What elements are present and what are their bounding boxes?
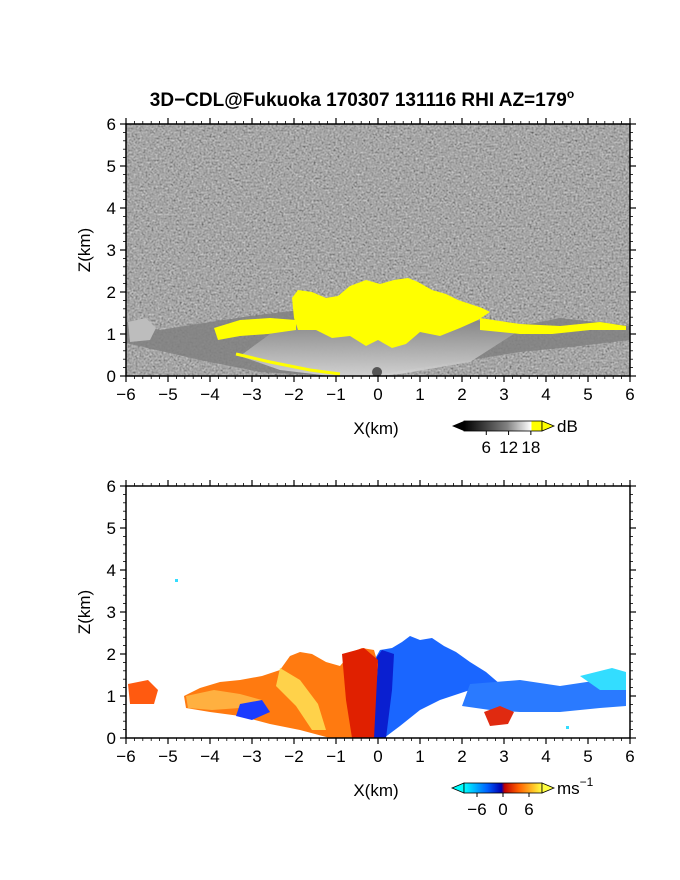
backscatter-ylabel: Z(km) [75,228,94,272]
velocity-blue-inclusion [236,700,270,720]
backscatter-xtick-label: −4 [200,385,219,404]
velocity-colorbar-tick-label: 0 [498,800,507,819]
velocity-far-right-echo [462,680,626,712]
velocity-left-blob [128,680,158,704]
backscatter-xtick-label: −6 [116,385,135,404]
backscatter-colorbar-left-arrow [452,421,464,431]
velocity-image [126,486,630,738]
velocity-speck-2 [566,726,569,729]
backscatter-ytick-label: 0 [107,367,116,386]
backscatter-ytick-label: 3 [107,241,116,260]
velocity-colorbar-right-arrow [541,782,556,794]
backscatter-colorbar: dB 6 12 18 [452,417,578,457]
backscatter-xlabel: X(km) [353,419,398,438]
backscatter-xtick-label: 6 [625,385,634,404]
strong-echo-left-arm [214,318,296,340]
backscatter-colorbar-label: dB [557,417,578,436]
backscatter-xtick-label: 2 [457,385,466,404]
backscatter-ytick-label: 1 [107,325,116,344]
velocity-ylabel: Z(km) [75,590,94,634]
velocity-xtick-label: −3 [242,747,261,766]
velocity-xtick-label: 5 [583,747,592,766]
velocity-ytick-label: 6 [107,477,116,496]
figure-title-main: 3D−CDL@Fukuoka 170307 131116 RHI AZ=179 [150,90,567,111]
backscatter-xtick-label: −3 [242,385,261,404]
velocity-ytick-label: 3 [107,603,116,622]
backscatter-colorbar-tick-label: 12 [499,438,518,457]
backscatter-colorbar-bar [463,420,543,432]
velocity-red-core [342,648,378,738]
velocity-speck [175,579,178,582]
velocity-colorbar-bar [463,782,543,794]
velocity-ytick-label: 4 [107,561,116,580]
velocity-yellow-streak [276,668,326,730]
velocity-colorbar-tick-label: −6 [467,800,486,819]
velocity-xtick-label: −1 [326,747,345,766]
velocity-red-patch-right [484,706,514,726]
backscatter-xtick-label: 1 [415,385,424,404]
velocity-colorbar-left-arrow [450,782,465,794]
backscatter-ytick-label: 4 [107,199,116,218]
backscatter-ytick-label: 5 [107,157,116,176]
radar-site [372,367,382,376]
backscatter-colorbar-right-arrow [541,420,556,432]
backscatter-xtick-label: −5 [158,385,177,404]
velocity-xtick-label: 6 [625,747,634,766]
backscatter-xtick-label: 5 [583,385,592,404]
velocity-xtick-label: −6 [116,747,135,766]
backscatter-xtick-label: 3 [499,385,508,404]
velocity-xtick-label: −4 [200,747,219,766]
velocity-ytick-label: 0 [107,729,116,748]
velocity-ytick-label: 2 [107,645,116,664]
strong-echo [292,278,490,348]
velocity-ytick-label: 5 [107,519,116,538]
backscatter-colorbar-tick-label: 6 [482,438,491,457]
velocity-xtick-label: 2 [457,747,466,766]
velocity-xtick-label: 1 [415,747,424,766]
backscatter-ytick-label: 2 [107,283,116,302]
backscatter-image [126,124,630,376]
figure-title-degree: o [567,87,574,101]
velocity-colorbar-label: ms−1 [557,775,594,798]
velocity-negative-region [366,636,500,738]
velocity-xtick-label: −5 [158,747,177,766]
backscatter-xtick-label: −2 [284,385,303,404]
backscatter-ytick-label: 6 [107,115,116,134]
velocity-colorbar: ms−1 −6 0 6 [450,775,594,819]
backscatter-axes: −6 −5 −4 −3 −2 −1 0 1 2 3 4 5 6 0 1 2 3 4 5 6 [107,115,636,404]
velocity-positive-region [184,648,378,738]
backscatter-xtick-label: −1 [326,385,345,404]
backscatter-colorbar-tick-label: 18 [521,438,540,457]
velocity-xtick-label: −2 [284,747,303,766]
velocity-xtick-label: 0 [373,747,382,766]
velocity-axes: −6 −5 −4 −3 −2 −1 0 1 2 3 4 5 6 0 1 2 3 4 5 6 [107,477,636,766]
left-echo-blob [128,318,156,342]
strong-echo-right-arm [480,318,626,334]
ground-clutter-line [235,352,341,376]
backscatter-xtick-label: 4 [541,385,550,404]
velocity-colorbar-tick-label: 6 [524,800,533,819]
velocity-xtick-label: 4 [541,747,550,766]
velocity-cyan-tail [580,668,626,690]
velocity-xtick-label: 3 [499,747,508,766]
velocity-ytick-label: 1 [107,687,116,706]
backscatter-xtick-label: 0 [373,385,382,404]
velocity-xlabel: X(km) [353,781,398,800]
figure-title: 3D−CDL@Fukuoka 170307 131116 RHI AZ=179o [150,87,574,111]
